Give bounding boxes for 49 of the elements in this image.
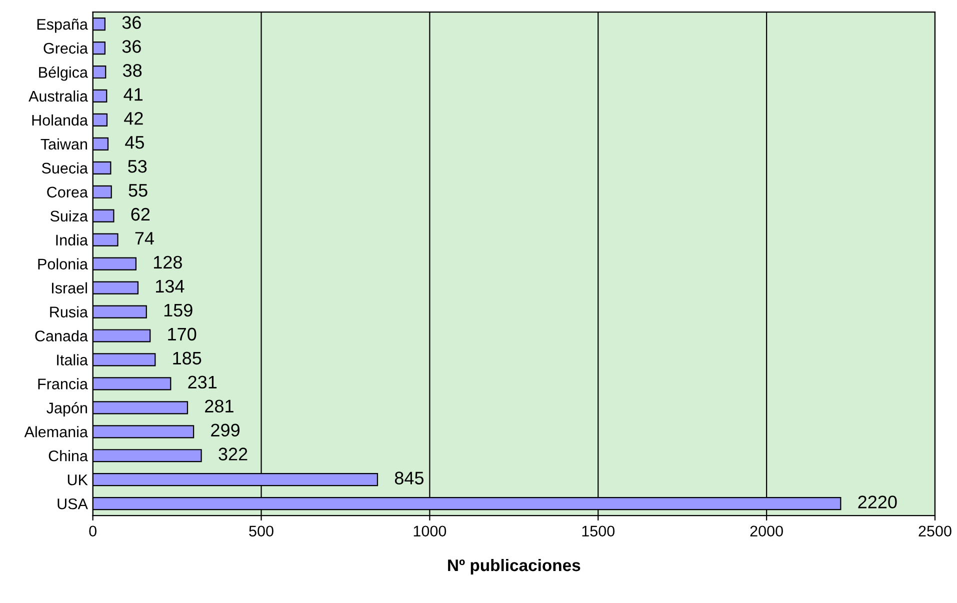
- y-tick-label: Polonia: [38, 258, 88, 270]
- y-tick-label: Suiza: [50, 210, 88, 222]
- data-label: 2220: [858, 496, 897, 508]
- x-tick-label: 1000: [414, 526, 446, 537]
- y-tick-label: Grecia: [44, 42, 88, 54]
- data-label: 62: [131, 208, 150, 221]
- y-tick-label: Corea: [47, 186, 88, 198]
- data-label: 36: [122, 16, 141, 29]
- data-label: 231: [188, 376, 217, 389]
- y-tick-label: India: [56, 234, 88, 246]
- y-tick-label: Alemania: [24, 426, 88, 438]
- data-label: 36: [122, 40, 141, 53]
- x-tick-label: 500: [249, 526, 274, 537]
- y-tick-label: Francia: [38, 378, 88, 390]
- y-tick-label: USA: [58, 498, 88, 510]
- y-tick-label: Suecia: [42, 162, 88, 174]
- x-tick-label: 0: [89, 526, 96, 537]
- data-label: 41: [124, 88, 143, 101]
- data-label: 322: [218, 448, 248, 460]
- x-axis-title: Nº publicaciones: [448, 558, 580, 575]
- data-label: 53: [128, 160, 147, 173]
- data-label: 281: [205, 400, 234, 413]
- data-label: 55: [128, 184, 148, 197]
- data-label: 299: [211, 424, 240, 436]
- y-tick-label: Italia: [57, 354, 88, 366]
- data-label: 74: [135, 232, 154, 245]
- y-tick-label: Australia: [28, 90, 88, 102]
- y-tick-label: Taiwan: [40, 138, 87, 150]
- data-label: 38: [122, 64, 142, 77]
- data-label: 170: [168, 328, 196, 341]
- y-tick-label: España: [37, 18, 88, 33]
- y-tick-label: Holanda: [32, 114, 88, 126]
- data-label: 134: [156, 280, 184, 293]
- y-tick-label: Canada: [35, 330, 88, 342]
- y-tick-label: Japón: [46, 402, 87, 416]
- y-tick-label: China: [48, 450, 88, 462]
- y-tick-label: Israel: [52, 282, 87, 294]
- data-label: 845: [394, 472, 424, 484]
- data-label: 45: [125, 136, 144, 149]
- x-tick-label: 2000: [750, 526, 783, 537]
- data-label: 159: [164, 304, 192, 317]
- y-tick-label: Bélgica: [39, 66, 88, 81]
- x-tick-label: 1500: [582, 526, 615, 537]
- data-label: 128: [154, 256, 182, 269]
- data-label: 185: [173, 352, 202, 365]
- x-tick-label: 2500: [918, 526, 952, 537]
- data-label: 42: [124, 112, 143, 125]
- y-tick-label: UK: [68, 474, 88, 486]
- y-tick-label: Rusia: [50, 306, 88, 318]
